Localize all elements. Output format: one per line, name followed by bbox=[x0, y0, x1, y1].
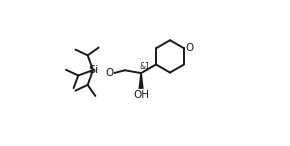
Text: &1: &1 bbox=[139, 62, 150, 71]
Polygon shape bbox=[139, 73, 144, 89]
Text: OH: OH bbox=[133, 90, 149, 100]
Text: O: O bbox=[105, 68, 113, 78]
Text: O: O bbox=[186, 43, 194, 53]
Text: Si: Si bbox=[88, 65, 98, 75]
